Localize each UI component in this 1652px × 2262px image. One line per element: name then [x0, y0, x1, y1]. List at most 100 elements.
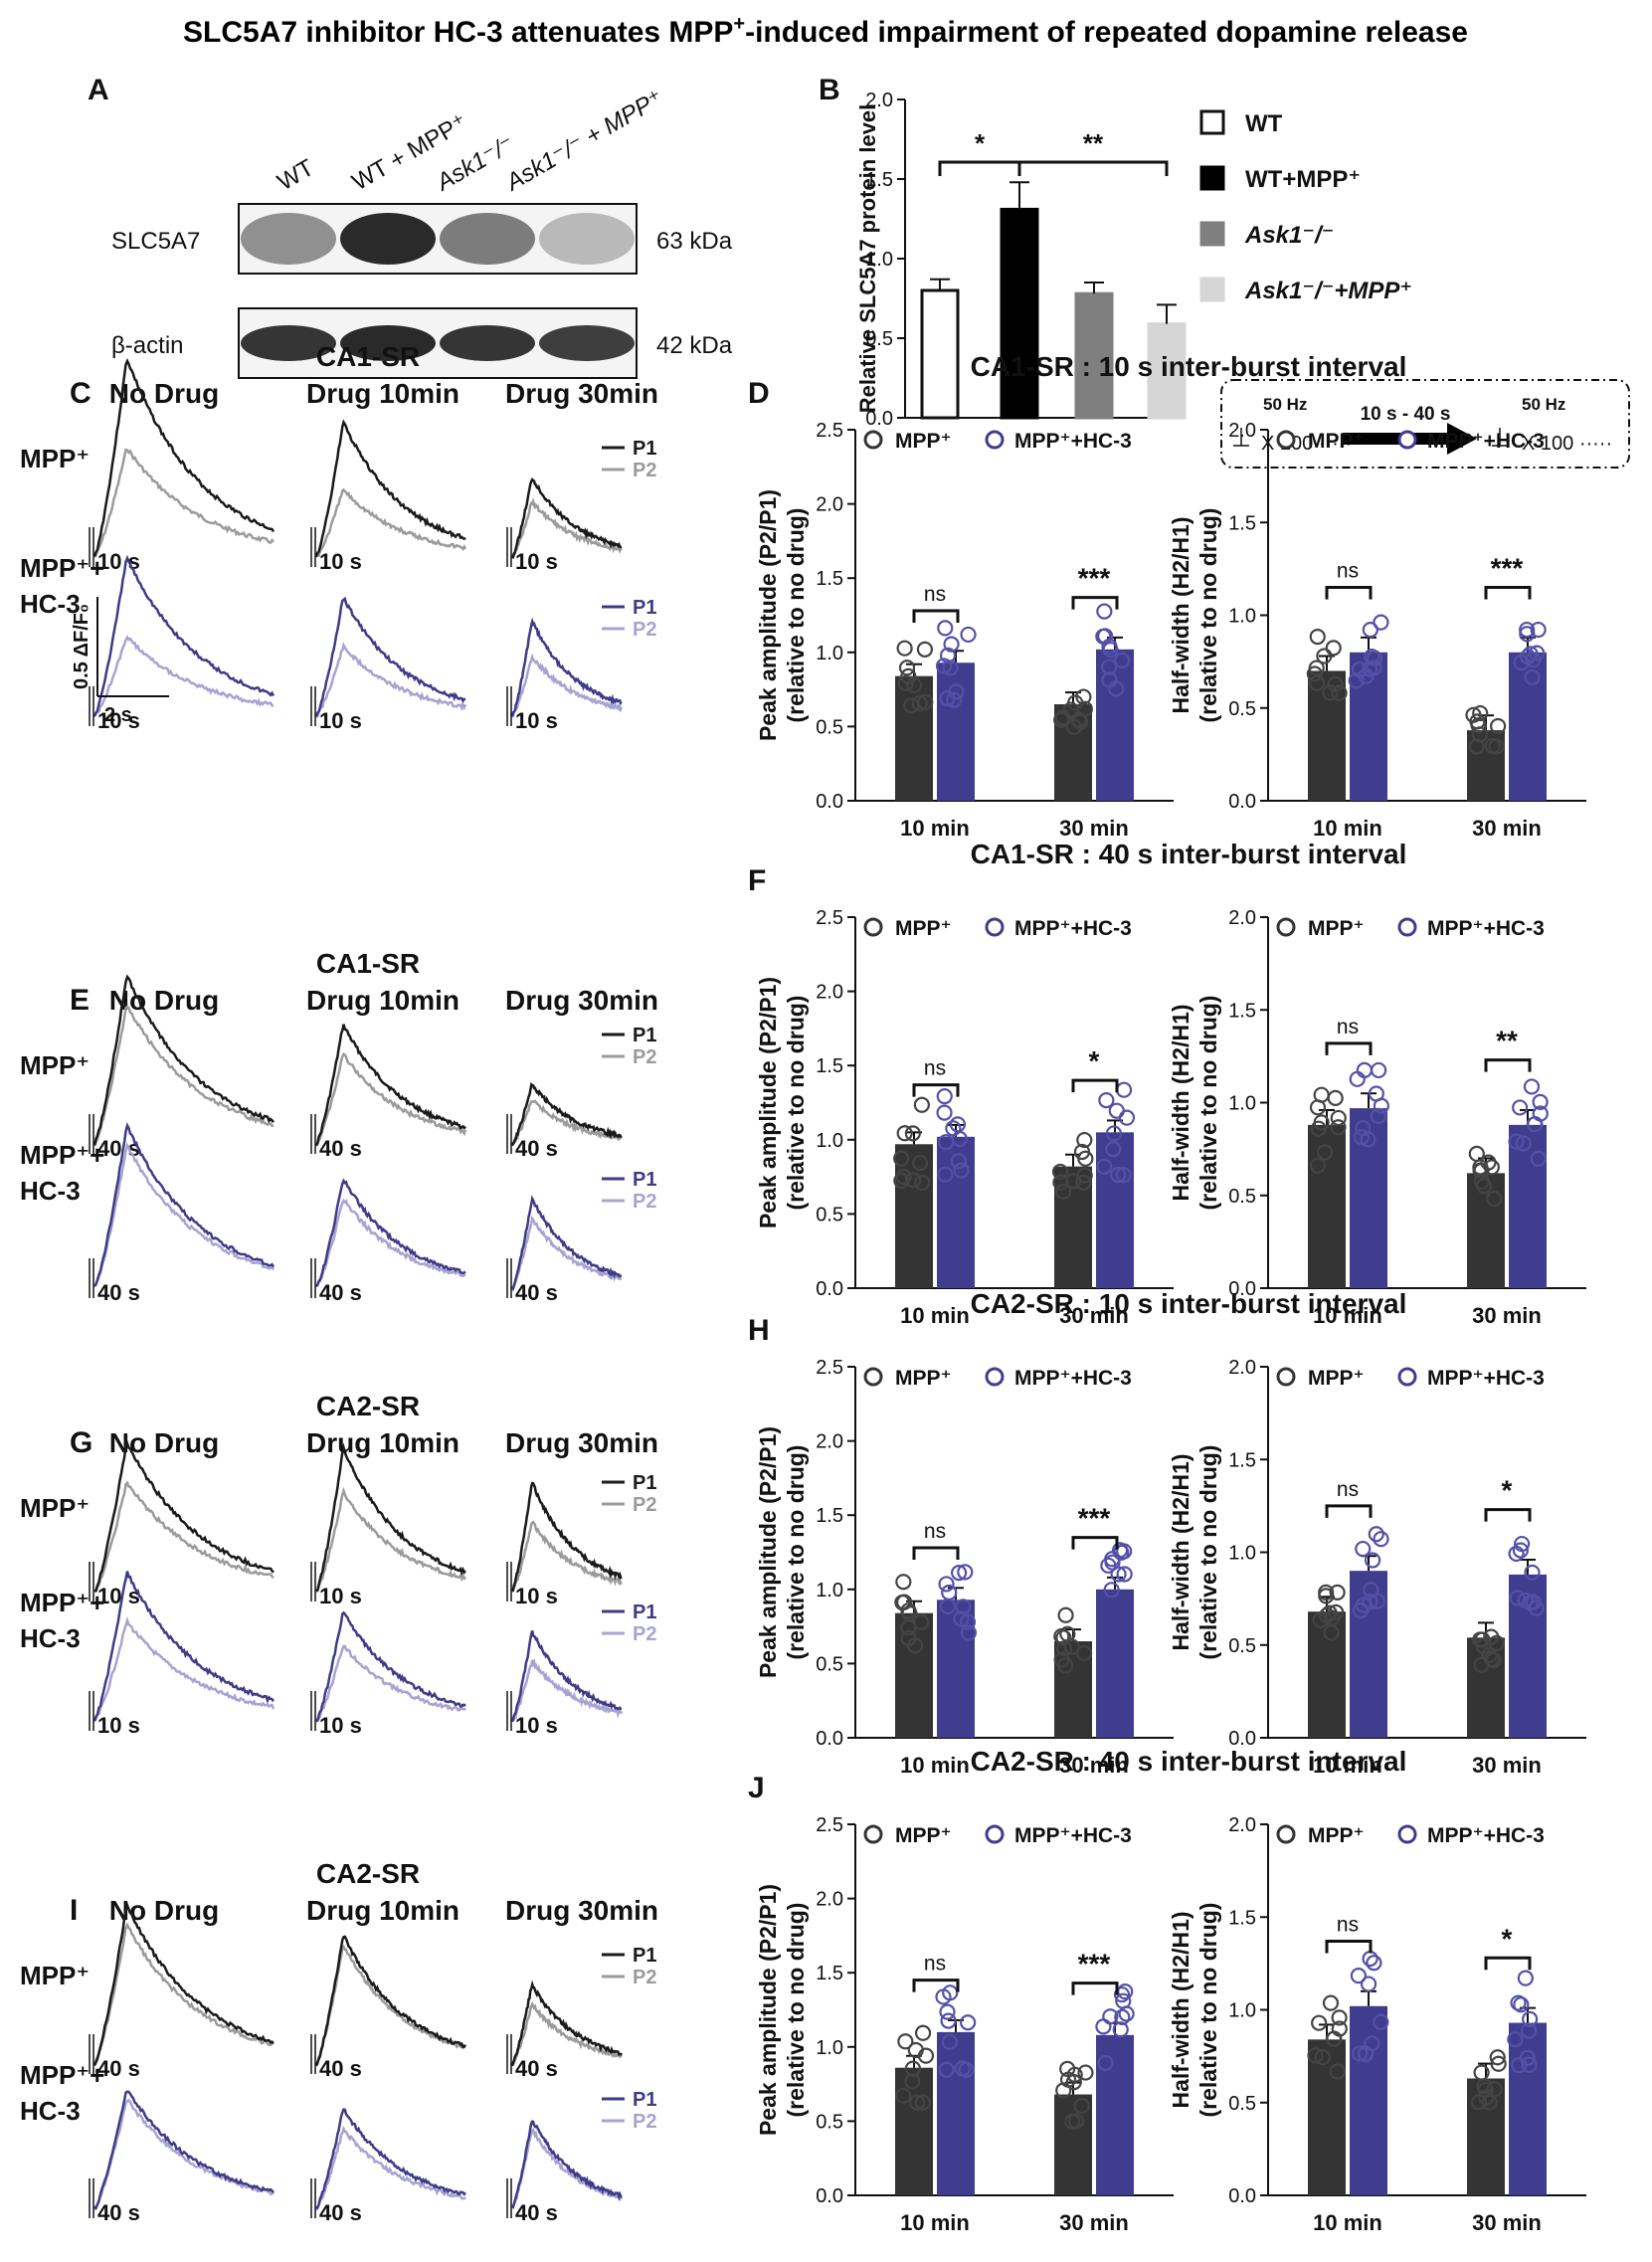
scatter-point	[1053, 1651, 1070, 1668]
scatter-point	[1053, 711, 1070, 728]
trace-interval-label: 40 s	[515, 1280, 558, 1305]
scatter-point	[1310, 1120, 1327, 1137]
scatter-point	[936, 1088, 953, 1105]
sig-bracket	[938, 160, 1021, 176]
axis-ylabel: (relative to no drug)	[783, 1903, 809, 2118]
scatter-point	[1331, 2020, 1348, 2037]
sig-bracket	[1325, 1504, 1373, 1518]
scatter-point	[1362, 1951, 1378, 1968]
legend-label: MPP⁺+HC-3	[1427, 1824, 1545, 1847]
scatter-point	[1370, 1107, 1387, 1125]
trace-p1	[510, 1979, 623, 2067]
protocol-box	[1220, 379, 1630, 469]
trace-p1	[92, 974, 275, 1146]
sig-label: ns	[1337, 560, 1359, 583]
sig-bracket	[912, 1979, 960, 1992]
tick-label: 0.0	[1228, 2185, 1256, 2207]
scatter-point	[1327, 675, 1344, 692]
tick-label: 1.0	[816, 643, 843, 664]
trace-row-label: MPP⁺+	[20, 1588, 104, 1617]
legend-label: MPP⁺	[895, 1367, 952, 1390]
scatter-point	[1117, 1983, 1134, 2000]
scatter-point	[1489, 2049, 1506, 2066]
bar	[1096, 2034, 1134, 2195]
bar	[1096, 1132, 1134, 1288]
bar	[1054, 2094, 1092, 2195]
scatter-point	[895, 2087, 912, 2105]
scatter-point	[1523, 1078, 1541, 1095]
trace-interval-label: 10 s	[97, 1713, 140, 1738]
scatter-point	[1363, 1582, 1379, 1599]
scatter-point	[950, 1153, 967, 1170]
bar	[1054, 1166, 1092, 1288]
scatter-point	[937, 1166, 954, 1183]
tick-label: 1.5	[865, 169, 893, 191]
trace-p1	[314, 596, 466, 717]
scatter-point	[1368, 1526, 1384, 1543]
trace-legend-label: P2	[633, 460, 656, 481]
scatter-point	[1512, 1542, 1529, 1559]
group-label: 10 min	[1313, 816, 1382, 841]
trace-interval-label: 10 s	[97, 1584, 140, 1608]
scatter-point	[938, 1576, 955, 1593]
legend-label: MPP⁺	[1308, 430, 1365, 453]
trace-interval-label: 40 s	[97, 2056, 140, 2081]
tick-label: 2.0	[1228, 907, 1256, 929]
scatter-point	[904, 1125, 921, 1142]
trace-col-title: No Drug	[109, 1895, 219, 1926]
scatter-point	[1316, 648, 1333, 664]
tick-label: 1.5	[1228, 1000, 1256, 1022]
scatter-point	[1062, 701, 1079, 718]
trace-col-title: No Drug	[109, 378, 219, 409]
tick-label: 1.0	[1228, 606, 1256, 628]
trace-row-label: MPP⁺	[20, 1050, 90, 1080]
tick-label: 1.5	[816, 1505, 843, 1527]
scatter-point	[900, 1602, 917, 1619]
trace-p1	[511, 477, 623, 559]
scatter-point	[897, 674, 914, 691]
trace-p2	[92, 1005, 275, 1147]
scatter-point	[905, 1172, 922, 1189]
panel-letter-D: D	[748, 377, 770, 410]
axis-ylabel: Half-width (H2/H1)	[1168, 516, 1193, 713]
scatter-point	[1373, 1097, 1389, 1114]
bar	[920, 288, 960, 420]
legend-swatch	[1199, 221, 1225, 247]
tick-label: 0.5	[1228, 1186, 1256, 1208]
scatter-point	[1329, 1584, 1346, 1601]
tick-label: 2.0	[816, 1889, 843, 1911]
sig-label: *	[1089, 1045, 1100, 1076]
scatter-point	[1373, 614, 1389, 631]
scatter-point	[907, 2041, 924, 2059]
figure-title: SLC5A7 inhibitor HC-3 attenuates MPP+-in…	[183, 13, 1468, 49]
scatter-point	[954, 2060, 971, 2077]
scatter-point	[916, 641, 934, 658]
scatter-point	[1521, 2056, 1538, 2073]
sig-bracket	[1484, 586, 1532, 600]
bar	[1509, 2022, 1547, 2195]
trace-col-title: Drug 30min	[505, 1895, 658, 1926]
group-label: 10 min	[900, 2210, 970, 2235]
scatter-point	[1469, 713, 1486, 730]
trace-p1	[511, 1630, 623, 1723]
scatter-point	[1525, 652, 1542, 668]
legend-marker	[1397, 1367, 1417, 1387]
axis-ylabel: (relative to no drug)	[783, 996, 809, 1211]
trace-interval-label: 40 s	[319, 1136, 362, 1161]
trace-legend-label: P1	[633, 438, 656, 460]
scatter-point	[1371, 1061, 1387, 1079]
bar	[1308, 1124, 1346, 1288]
group-label: 30 min	[1059, 816, 1129, 841]
scatter-point	[1104, 1551, 1121, 1568]
group-label: 30 min	[1472, 1303, 1542, 1328]
trace-p1	[314, 1935, 467, 2067]
sig-bracket	[1325, 1041, 1373, 1055]
trace-p2	[510, 496, 623, 558]
tick-label: 2.0	[1228, 1814, 1256, 1836]
scatter-point	[1065, 2073, 1082, 2091]
scatter-point	[1110, 1167, 1127, 1184]
trace-p1	[92, 1122, 275, 1287]
legend-marker	[1276, 1367, 1296, 1387]
scatter-point	[913, 1174, 931, 1192]
scatter-point	[1349, 1070, 1366, 1087]
